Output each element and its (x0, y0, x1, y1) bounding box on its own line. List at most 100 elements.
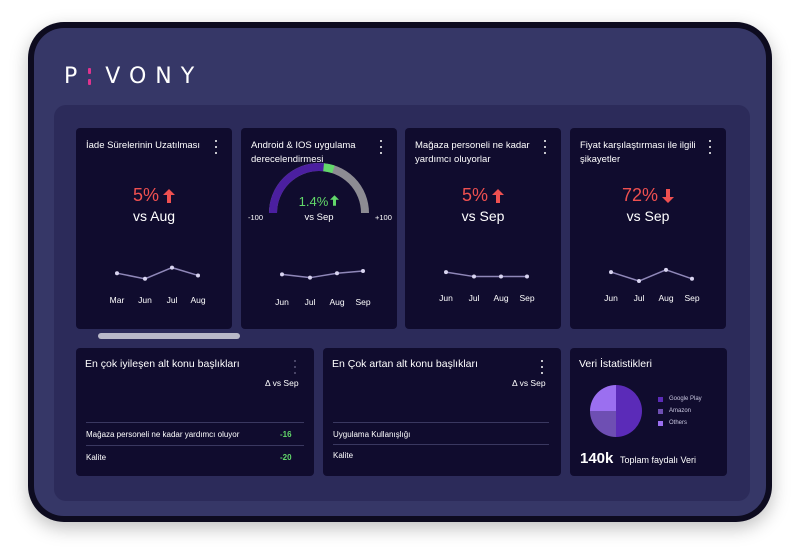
legend-label: Others (669, 420, 688, 426)
gauge-max-label: +100 (375, 213, 392, 222)
sparkline-month-label: Sep (355, 297, 371, 307)
sparkline-point (499, 274, 503, 279)
kpi-compare: vs Sep (304, 212, 334, 223)
more-options-icon[interactable] (292, 360, 298, 374)
sparkline-path (445, 271, 527, 278)
sparkline-month-label: Sep (519, 293, 535, 303)
card-title: İade Sürelerinin Uzatılması (86, 140, 201, 151)
legend-label: Google Play (669, 396, 702, 402)
sparkline-months: Mar Jun Jul Aug (76, 295, 232, 307)
sparkline-month-label: Mar (109, 295, 125, 305)
rating-gauge (269, 163, 369, 214)
sparkline-point (280, 272, 284, 277)
sparkline-point (525, 274, 529, 279)
logo-text-right: VONY (105, 63, 204, 89)
sparkline (444, 270, 529, 279)
dashboard-panel: İade Sürelerinin Uzatılması 5% vs Aug Ma… (54, 105, 750, 501)
sparkline-month-label: Jun (275, 297, 289, 307)
kpi-value-text: 5% (132, 185, 159, 205)
legend-swatch (658, 408, 663, 414)
kpi-compare: vs Sep (461, 208, 505, 224)
sparkline-point (472, 274, 476, 279)
more-options-icon[interactable] (213, 140, 219, 154)
card-title: Android & IOS uygulama derecelendirmesi (251, 140, 356, 165)
kpi-value: 5% (76, 185, 232, 205)
card-title: Fiyat karşılaştırması ile ilgili şikayet… (580, 140, 696, 165)
sparkline-point (361, 268, 365, 273)
legend-item: Google Play (658, 396, 702, 402)
sparkline-month-label: Sep (684, 293, 700, 303)
arrow-up-icon (492, 189, 504, 203)
logo-text-left: P (64, 63, 87, 89)
divider (333, 444, 549, 445)
sparkline-month-label: Jun (604, 293, 618, 303)
delta-header: Δ vs Sep (512, 378, 546, 388)
arrow-down-icon (662, 189, 675, 203)
pivony-logo: P VONY (64, 63, 204, 89)
logo-dots-icon (88, 67, 92, 85)
horizontal-scrollbar[interactable] (98, 333, 240, 339)
rising-topics-card: En Çok artan alt konu başlıkları Δ vs Se… (323, 348, 561, 476)
legend-item: Amazon (658, 408, 691, 414)
card-title: Mağaza personeli ne kadar yardımcı oluyo… (415, 140, 530, 165)
sparkline-point (170, 265, 174, 270)
legend-swatch (658, 396, 663, 402)
kpi-value: 1.4% (241, 194, 397, 209)
kpi-compare: vs Aug (132, 208, 176, 224)
more-options-icon[interactable] (707, 140, 713, 154)
sparkline-months: Jun Jul Aug Sep (241, 297, 397, 309)
legend-label: Amazon (669, 408, 692, 414)
card-title: En Çok artan alt konu başlıkları (332, 358, 478, 370)
sparkline-month-label: Jul (166, 295, 178, 305)
sparkline-months: Jun Jul Aug Sep (570, 293, 726, 305)
pie-slice (590, 385, 616, 411)
kpi-card-price-complaints: Fiyat karşılaştırması ile ilgili şikayet… (570, 128, 726, 329)
list-item-value: -20 (280, 453, 292, 462)
sparkline-point (609, 270, 613, 275)
list-item-label: Kalite (86, 453, 107, 462)
sparkline-path (610, 269, 693, 282)
legend-swatch (658, 420, 663, 426)
legend-item: Others (658, 420, 687, 426)
total-data-label: Toplam faydalı Veri (620, 455, 697, 465)
divider (333, 422, 549, 423)
kpi-value: 5% (405, 185, 561, 205)
card-title: Veri İstatistikleri (579, 358, 652, 370)
sparkline-month-label: Aug (493, 293, 509, 303)
more-options-icon[interactable] (542, 140, 548, 154)
list-item-label: Uygulama Kullanışlığı (333, 430, 411, 439)
kpi-value-text: 5% (461, 185, 488, 205)
arrow-up-icon (163, 189, 175, 203)
delta-header: Δ vs Sep (265, 378, 299, 388)
sparkline-path (116, 266, 199, 280)
divider (86, 422, 304, 423)
device-frame: P VONY İade Sürelerinin Uzatılması 5% vs… (28, 22, 772, 522)
more-options-icon[interactable] (539, 360, 545, 374)
sparkline-point (637, 279, 641, 284)
sparkline-point (196, 273, 200, 278)
list-item-label: Mağaza personeli ne kadar yardımcı oluyo… (86, 430, 240, 439)
pie-slice (590, 411, 616, 437)
sparkline-months: Jun Jul Aug Sep (405, 293, 561, 305)
total-data-count: 140k (580, 450, 614, 467)
sparkline (115, 265, 200, 281)
source-pie-chart (590, 385, 642, 437)
sparkline-point (664, 267, 668, 272)
list-item-value: -16 (280, 430, 292, 439)
improving-topics-card: En çok iyileşen alt konu başlıkları Δ vs… (76, 348, 314, 476)
sparkline (280, 268, 365, 280)
sparkline-month-label: Jun (138, 295, 152, 305)
sparkline-month-label: Jul (468, 293, 480, 303)
sparkline-month-label: Jun (439, 293, 453, 303)
kpi-card-store-staff: Mağaza personeli ne kadar yardımcı oluyo… (405, 128, 561, 329)
sparkline-month-label: Jul (304, 297, 316, 307)
sparkline-point (143, 276, 147, 281)
kpi-value-text: 72% (621, 185, 659, 205)
dashboard-screen: P VONY İade Sürelerinin Uzatılması 5% vs… (34, 28, 766, 516)
list-item-label: Kalite (333, 451, 354, 460)
divider (86, 445, 304, 446)
sparkline-month-label: Aug (329, 297, 345, 307)
kpi-card-return-times: İade Sürelerinin Uzatılması 5% vs Aug Ma… (76, 128, 232, 329)
more-options-icon[interactable] (378, 140, 384, 154)
pie-slice (616, 385, 642, 437)
